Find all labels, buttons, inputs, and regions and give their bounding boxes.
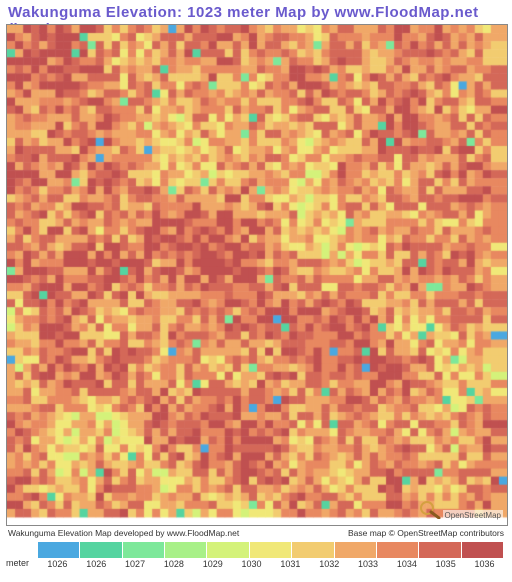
- legend-tick: 1027: [116, 559, 155, 571]
- legend-tick: 1026: [38, 559, 77, 571]
- legend-swatch: [419, 542, 461, 558]
- legend-swatch: [80, 542, 122, 558]
- legend-swatch: [335, 542, 377, 558]
- color-legend: meter 1026102610271028102910301031103210…: [6, 542, 506, 578]
- legend-tick: 1031: [271, 559, 310, 571]
- legend-swatch: [38, 542, 80, 558]
- heatmap-canvas: [7, 25, 507, 525]
- legend-swatch: [292, 542, 334, 558]
- legend-tick: 1028: [154, 559, 193, 571]
- legend-swatches: [38, 542, 504, 558]
- legend-tick: 1026: [77, 559, 116, 571]
- legend-swatch: [377, 542, 419, 558]
- legend-tick: 1032: [310, 559, 349, 571]
- legend-swatch: [165, 542, 207, 558]
- legend-tick: 1030: [232, 559, 271, 571]
- legend-tick: 1029: [193, 559, 232, 571]
- footer-right-text: Base map © OpenStreetMap contributors: [348, 528, 504, 538]
- legend-tick: 1034: [387, 559, 426, 571]
- legend-unit-label: meter: [6, 558, 29, 568]
- footer-credits: Wakunguma Elevation Map developed by www…: [6, 528, 506, 540]
- legend-ticks: 1026102610271028102910301031103210331034…: [38, 559, 504, 571]
- legend-tick: 1036: [465, 559, 504, 571]
- legend-swatch: [462, 542, 504, 558]
- legend-swatch: [250, 542, 292, 558]
- legend-swatch: [207, 542, 249, 558]
- legend-tick: 1035: [426, 559, 465, 571]
- legend-swatch: [123, 542, 165, 558]
- magnifier-icon: [417, 499, 445, 519]
- footer-left-text: Wakunguma Elevation Map developed by www…: [8, 528, 239, 538]
- elevation-map: OpenStreetMap: [6, 24, 508, 526]
- map-container: Wakunguma Elevation: 1023 meter Map by w…: [0, 0, 512, 582]
- legend-tick: 1033: [349, 559, 388, 571]
- osm-attribution: OpenStreetMap: [443, 510, 503, 521]
